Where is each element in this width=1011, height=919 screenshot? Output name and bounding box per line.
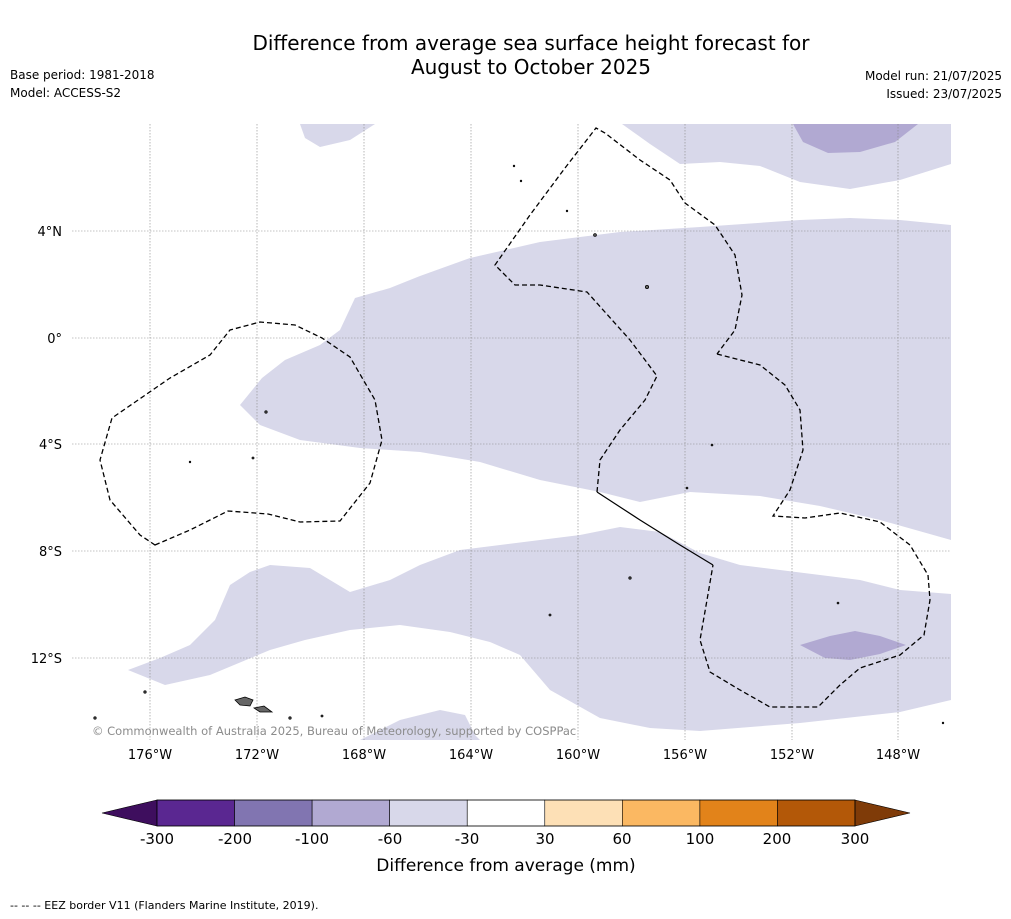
gridlines	[72, 124, 951, 740]
colorbar-tick: -60	[378, 830, 403, 848]
island-small-12	[685, 486, 689, 490]
island-small-2	[645, 284, 650, 289]
colorbar-outline	[156, 799, 856, 827]
anomaly-region-south	[128, 527, 951, 731]
lon-label: 148°W	[876, 748, 920, 763]
island-small-10	[320, 714, 324, 718]
model-run: Model run: 21/07/2025	[864, 69, 1002, 83]
colorbar-tick: -30	[455, 830, 480, 848]
lon-label: 160°W	[556, 748, 600, 763]
anomaly-region-strong-north	[793, 124, 918, 153]
lon-label: 164°W	[449, 748, 493, 763]
colorbar-under-triangle	[101, 799, 158, 827]
colorbar-segment	[777, 799, 856, 827]
colorbar-tick: 30	[535, 830, 554, 848]
island-savaii	[234, 696, 254, 707]
colorbar-segment	[234, 799, 313, 827]
colorbar-over-triangle	[854, 799, 911, 827]
lon-label: 152°W	[770, 748, 814, 763]
island-small-5	[628, 576, 632, 580]
lat-label: 4°N	[38, 225, 63, 240]
colorbar-label: Difference from average (mm)	[376, 856, 635, 876]
eez-borders	[99, 127, 931, 708]
lon-label: 172°W	[235, 748, 279, 763]
colorbar-segments	[156, 799, 856, 827]
meta-right: Model run: 21/07/2025 Issued: 23/07/2025	[865, 67, 1002, 103]
lat-label: 0°	[47, 332, 62, 347]
lat-label: 4°S	[39, 438, 62, 453]
island-small-1	[593, 233, 597, 237]
island-small-11	[710, 443, 714, 447]
colorbar-tick: -200	[218, 830, 252, 848]
eez-border-solid-segment	[596, 491, 714, 566]
island-small-18	[941, 721, 945, 725]
copyright-notice: © Commonwealth of Australia 2025, Bureau…	[92, 724, 576, 738]
base-period: Base period: 1981-2018	[10, 68, 155, 82]
title-line-2: August to October 2025	[410, 55, 652, 79]
lat-label: 12°S	[31, 652, 62, 667]
colorbar-ticks: -300 -200 -100 -60 -30 30 60 100 200 300	[140, 830, 869, 848]
colorbar-segment	[156, 799, 235, 827]
latitude-labels: 4°N 0° 4°S 8°S 12°S	[31, 225, 62, 667]
eez-footnote: -- -- -- EEZ border V11 (Flanders Marine…	[10, 899, 319, 912]
lon-label: 168°W	[342, 748, 386, 763]
island-small-15	[512, 164, 516, 168]
colorbar-tick: -300	[140, 830, 174, 848]
anomaly-region-equatorial	[240, 218, 951, 540]
island-small-7	[143, 690, 147, 694]
eez-border-east	[699, 353, 931, 708]
colorbar-tick: 200	[763, 830, 792, 848]
colorbar-segment	[466, 799, 546, 827]
colorbar: -300 -200 -100 -60 -30 30 60 100 200 300…	[101, 799, 911, 876]
lon-label: 156°W	[663, 748, 707, 763]
island-small-6	[548, 613, 552, 617]
title-line-1: Difference from average sea surface heig…	[252, 31, 810, 55]
colorbar-tick: -100	[295, 830, 329, 848]
colorbar-segment	[544, 799, 623, 827]
island-small-14	[565, 209, 569, 213]
meta-left: Base period: 1981-2018 Model: ACCESS-S2	[10, 66, 155, 102]
lon-label: 176°W	[128, 748, 172, 763]
colorbar-segment	[311, 799, 390, 827]
eez-border-north	[494, 127, 743, 493]
longitude-labels: 176°W 172°W 168°W 164°W 160°W 156°W 152°…	[128, 748, 920, 763]
map-area: © Commonwealth of Australia 2025, Bureau…	[72, 124, 951, 740]
island-small-4	[251, 456, 255, 460]
lat-label: 8°S	[39, 545, 62, 560]
island-small-17	[188, 460, 192, 464]
anomaly-region-top	[300, 124, 375, 147]
model-name: Model: ACCESS-S2	[10, 86, 122, 100]
island-small-8	[93, 716, 97, 720]
island-small-13	[836, 601, 840, 605]
colorbar-segment	[622, 799, 701, 827]
issued-date: Issued: 23/07/2025	[886, 87, 1002, 101]
anomaly-region-strong-south	[800, 631, 906, 660]
colorbar-tick: 300	[841, 830, 870, 848]
island-upolu	[252, 705, 274, 713]
island-small-9	[288, 716, 292, 720]
colorbar-tick: 100	[686, 830, 715, 848]
colorbar-tick: 60	[612, 830, 631, 848]
island-small-3	[264, 410, 268, 414]
map-title: Difference from average sea surface heig…	[0, 31, 1011, 79]
colorbar-segment	[699, 799, 778, 827]
island-small-16	[519, 179, 523, 183]
islands	[93, 164, 945, 725]
anomaly-region-bottom	[360, 710, 480, 740]
eez-border-west	[99, 321, 383, 546]
colorbar-segment	[389, 799, 468, 827]
